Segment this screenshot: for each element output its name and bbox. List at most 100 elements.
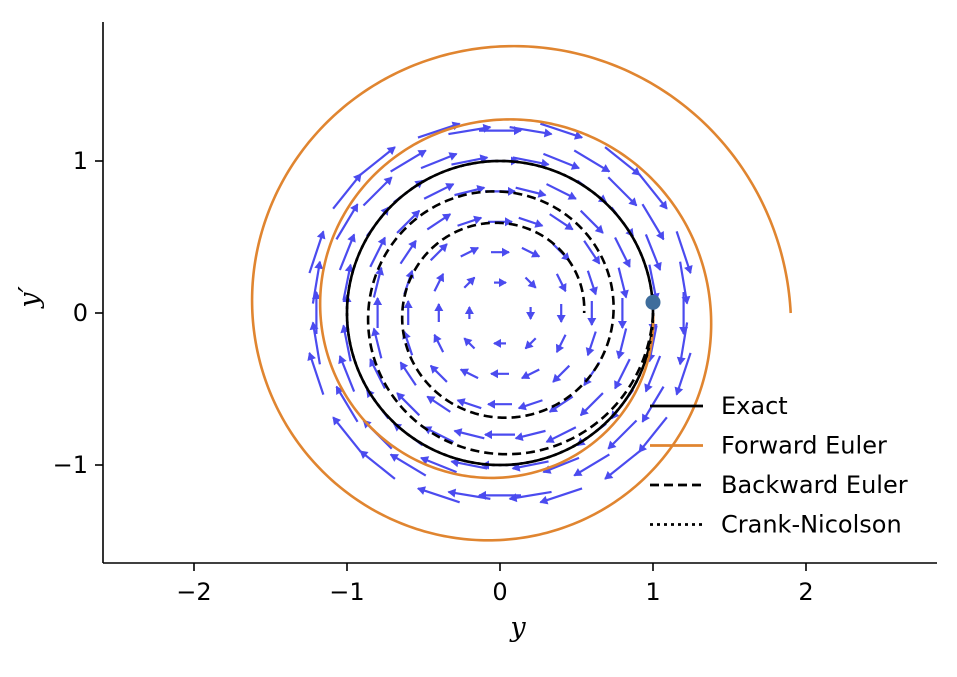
vector-arrow — [463, 337, 476, 350]
legend-entry: Exact — [650, 392, 788, 420]
vector-arrow — [514, 429, 546, 441]
legend-label: Backward Euler — [721, 471, 908, 499]
vector-arrow — [426, 395, 451, 413]
vector-arrow — [493, 338, 506, 348]
vector-arrow — [644, 355, 662, 393]
vector-arrow — [420, 456, 457, 474]
vector-arrow — [390, 149, 427, 173]
vector-arrow — [573, 149, 611, 173]
x-tick-label: −2 — [176, 578, 211, 606]
x-tick-label: 1 — [645, 578, 660, 606]
vector-arrow — [518, 216, 544, 228]
vector-arrow — [674, 352, 692, 396]
vector-arrow — [549, 213, 574, 231]
vector-arrow — [614, 237, 631, 268]
vector-arrow — [332, 416, 362, 453]
vector-arrow — [369, 236, 386, 268]
vector-arrow — [641, 386, 665, 423]
vector-arrow — [417, 121, 461, 139]
series-crank-nicolson — [345, 159, 655, 467]
x-axis-title: y — [509, 612, 526, 643]
vector-arrow — [583, 240, 601, 265]
vector-arrow — [490, 369, 509, 379]
legend-entry: Crank-Nicolson — [650, 511, 902, 539]
vector-arrow — [338, 233, 356, 271]
vector-arrow — [454, 185, 486, 197]
vector-arrow — [456, 398, 482, 410]
vector-arrow — [307, 352, 325, 395]
vector-arrow — [616, 328, 628, 360]
y-axis-title: y′ — [14, 286, 45, 308]
vector-arrow — [429, 364, 448, 383]
vector-arrow — [521, 246, 541, 258]
vector-arrow — [540, 122, 583, 140]
vector-arrow — [607, 176, 638, 207]
vector-arrow — [555, 273, 567, 293]
vector-arrow — [369, 358, 386, 389]
vector-arrow — [641, 203, 665, 241]
vector-arrow — [614, 358, 631, 390]
ticks: −2 −1 0 1 2 −1 0 1 — [53, 147, 814, 606]
vector-arrow — [359, 450, 396, 480]
legend-label: Exact — [721, 392, 788, 420]
vector-arrow — [459, 368, 479, 380]
vector-arrow — [509, 126, 553, 138]
vector-arrow — [604, 146, 641, 176]
vector-arrow — [546, 183, 577, 200]
vector-arrow — [617, 298, 627, 329]
vector-arrow — [515, 186, 547, 198]
vector-arrow — [417, 486, 460, 504]
vector-arrow — [517, 399, 543, 411]
vector-arrow — [487, 399, 512, 409]
vector-arrow — [524, 337, 537, 350]
vector-arrow — [552, 364, 571, 383]
vector-arrow — [585, 331, 597, 357]
vector-arrow — [543, 152, 580, 170]
vector-arrow — [679, 261, 691, 305]
vector-arrow — [607, 419, 638, 450]
y-tick-label: −1 — [53, 451, 88, 479]
vector-arrow — [338, 355, 356, 392]
legend-entry: Forward Euler — [650, 432, 887, 460]
vector-arrow — [453, 428, 485, 440]
x-tick-label: 0 — [492, 578, 507, 606]
vector-arrow — [372, 266, 384, 298]
vector-arrow — [332, 173, 362, 210]
vector-arrow — [399, 361, 417, 386]
vector-arrow — [579, 209, 604, 234]
series-exact — [345, 159, 655, 467]
y-tick-label: 0 — [73, 299, 88, 327]
vector-arrow — [463, 276, 476, 289]
vector-arrow — [433, 273, 445, 292]
vector-arrow — [396, 392, 421, 417]
vector-arrow — [604, 450, 641, 480]
vector-arrow — [617, 267, 629, 299]
vector-arrow — [403, 300, 413, 325]
vector-arrow — [548, 395, 574, 413]
vector-arrow — [586, 270, 598, 296]
vector-arrow — [308, 230, 326, 274]
y-tick-label: 1 — [73, 147, 88, 175]
vector-arrow — [573, 453, 610, 477]
axes — [102, 22, 937, 564]
vector-arrow — [396, 209, 421, 234]
vector-arrow — [644, 234, 662, 271]
initial-point-marker — [645, 294, 661, 310]
vector-arrow — [335, 203, 359, 240]
vector-arrow — [484, 430, 515, 440]
vector-arrow — [429, 243, 448, 262]
vector-arrow — [638, 173, 668, 210]
vector-arrow — [335, 385, 359, 423]
vector-arrow — [542, 456, 580, 474]
vector-arrow — [450, 458, 488, 470]
vector-arrow — [508, 490, 552, 503]
vector-arrow — [526, 307, 536, 320]
x-tick-label: 2 — [798, 578, 813, 606]
vector-arrow — [423, 183, 455, 200]
vector-arrow — [638, 416, 668, 453]
vector-arrow — [512, 156, 550, 168]
vector-arrow — [371, 327, 383, 359]
legend: Exact Forward Euler Backward Euler Crank-Ni… — [650, 392, 908, 539]
vector-arrow — [426, 213, 452, 231]
